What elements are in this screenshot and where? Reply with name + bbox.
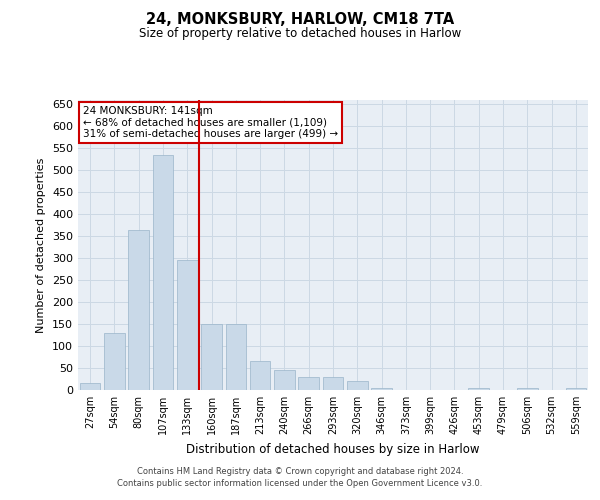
- X-axis label: Distribution of detached houses by size in Harlow: Distribution of detached houses by size …: [186, 442, 480, 456]
- Y-axis label: Number of detached properties: Number of detached properties: [37, 158, 46, 332]
- Bar: [250, 362, 271, 390]
- Bar: [517, 388, 538, 390]
- Text: Size of property relative to detached houses in Harlow: Size of property relative to detached ho…: [139, 28, 461, 40]
- Text: Contains HM Land Registry data © Crown copyright and database right 2024.
Contai: Contains HM Land Registry data © Crown c…: [118, 466, 482, 487]
- Bar: [201, 324, 222, 390]
- Bar: [566, 388, 586, 390]
- Bar: [469, 388, 489, 390]
- Text: 24, MONKSBURY, HARLOW, CM18 7TA: 24, MONKSBURY, HARLOW, CM18 7TA: [146, 12, 454, 28]
- Text: 24 MONKSBURY: 141sqm
← 68% of detached houses are smaller (1,109)
31% of semi-de: 24 MONKSBURY: 141sqm ← 68% of detached h…: [83, 106, 338, 139]
- Bar: [152, 155, 173, 390]
- Bar: [226, 324, 246, 390]
- Bar: [323, 377, 343, 390]
- Bar: [177, 260, 197, 390]
- Bar: [371, 388, 392, 390]
- Bar: [274, 370, 295, 390]
- Bar: [128, 230, 149, 390]
- Bar: [298, 377, 319, 390]
- Bar: [104, 333, 125, 390]
- Bar: [347, 381, 368, 390]
- Bar: [80, 384, 100, 390]
